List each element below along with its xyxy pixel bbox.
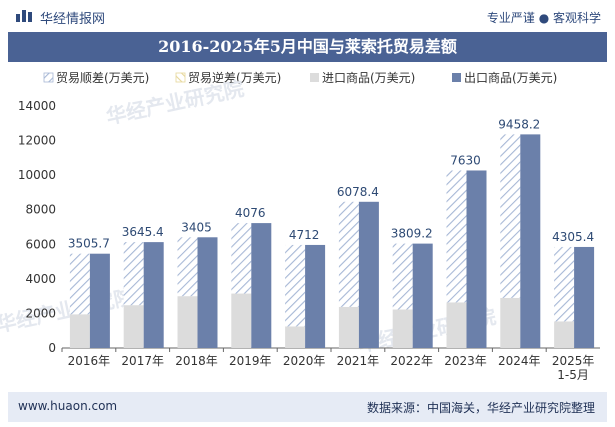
surplus-bar — [123, 242, 144, 306]
import-bar — [446, 302, 467, 348]
export-bar — [358, 201, 379, 348]
legend-item: 出口商品(万美元) — [452, 70, 557, 85]
watermark-text: 华经产业研究院 — [0, 284, 136, 337]
y-tick-label: 8000 — [25, 203, 56, 217]
title-bar: 2016-2025年5月中国与莱索托贸易差额 — [8, 32, 607, 62]
export-bar — [466, 170, 487, 348]
export-bar — [143, 242, 164, 348]
brand-name: 华经情报网 — [40, 12, 106, 27]
x-tick-label: 2021年 — [337, 354, 380, 368]
surplus-bar — [392, 243, 413, 310]
data-label: 4712 — [289, 228, 320, 242]
x-tick-label: 2016年 — [68, 354, 111, 368]
export-bar — [305, 244, 326, 348]
legend-swatch — [452, 73, 461, 82]
x-tick-label: 2019年 — [229, 354, 272, 368]
legend-swatch — [43, 72, 54, 83]
data-label: 9458.2 — [498, 117, 540, 131]
bar-chart: 贸易顺差(万美元) 贸易逆差(万美元) 进口商品(万美元) 出口商品(万美元) 华经产… — [0, 70, 600, 382]
data-label: 4076 — [235, 206, 266, 220]
import-bar — [69, 314, 90, 348]
legend-swatch — [175, 72, 186, 83]
top-bar: 华经情报网 专业严谨 ● 客观科学 — [0, 0, 615, 32]
logo-icon — [16, 10, 32, 22]
surplus-bar — [554, 246, 575, 322]
data-label: 3809.2 — [391, 227, 433, 241]
import-bar — [500, 297, 521, 348]
legend: 贸易顺差(万美元) 贸易逆差(万美元) 进口商品(万美元) 出口商品(万美元) — [43, 70, 557, 85]
x-tick-label: 2018年 — [175, 354, 218, 368]
surplus-bar — [285, 244, 306, 327]
surplus-bar — [231, 223, 252, 294]
y-tick-label: 4000 — [25, 272, 56, 286]
import-bar — [177, 296, 198, 348]
x-tick-label: 2025年 — [552, 354, 595, 368]
import-bar — [338, 306, 359, 348]
legend-label: 贸易顺差(万美元) — [56, 71, 149, 85]
chart-title: 2016-2025年5月中国与莱索托贸易差额 — [158, 37, 457, 56]
export-bar — [520, 134, 541, 348]
import-bar — [231, 293, 252, 348]
legend-swatch — [310, 73, 319, 82]
x-tick-label: 2024年 — [498, 354, 541, 368]
y-tick-label: 2000 — [25, 306, 56, 320]
import-bar — [392, 309, 413, 348]
y-tick-label: 0 — [48, 341, 56, 355]
export-bar — [412, 243, 433, 348]
data-label: 6078.4 — [337, 185, 379, 199]
legend-item: 贸易顺差(万美元) — [43, 71, 149, 85]
legend-item: 进口商品(万美元) — [310, 70, 415, 85]
data-label: 7630 — [450, 153, 481, 167]
data-source: 数据来源：中国海关，华经产业研究院整理 — [366, 401, 595, 415]
y-tick-label: 14000 — [18, 99, 56, 113]
surplus-bar — [177, 237, 198, 297]
surplus-bar — [69, 253, 90, 315]
import-bar — [123, 305, 144, 348]
y-tick-label: 12000 — [18, 134, 56, 148]
legend-label: 出口商品(万美元) — [464, 70, 557, 85]
export-bar — [89, 253, 110, 348]
site-url: www.huaon.com — [18, 399, 118, 413]
y-tick-label: 10000 — [18, 168, 56, 182]
x-tick-label: 2022年 — [390, 354, 433, 368]
x-tick-label: 2023年 — [444, 354, 487, 368]
x-tick-label: 2017年 — [121, 354, 164, 368]
data-labels: 3505.7 3645.4 3405 4076 4712 6078.4 3809.2 7630… — [68, 117, 594, 250]
import-bar — [285, 326, 306, 348]
surplus-bar — [446, 170, 467, 303]
legend-item: 贸易逆差(万美元) — [175, 70, 281, 85]
slogan: 专业严谨 ● 客观科学 — [486, 11, 601, 25]
data-label: 4305.4 — [552, 230, 594, 244]
x-tick-label: 1-5月 — [557, 368, 589, 382]
export-bar — [197, 237, 218, 348]
footer-bar: www.huaon.com 数据来源：中国海关，华经产业研究院整理 — [8, 392, 607, 422]
data-label: 3505.7 — [68, 237, 110, 251]
legend-label: 进口商品(万美元) — [322, 70, 415, 85]
bars — [69, 134, 595, 348]
surplus-bar — [338, 201, 359, 307]
export-bar — [574, 246, 595, 348]
export-bar — [251, 223, 272, 348]
data-label: 3405 — [181, 220, 212, 234]
import-bar — [554, 321, 575, 348]
surplus-bar — [500, 134, 521, 298]
x-tick-label: 2020年 — [283, 354, 326, 368]
legend-label: 贸易逆差(万美元) — [188, 70, 281, 85]
y-tick-label: 6000 — [25, 237, 56, 251]
data-label: 3645.4 — [122, 225, 164, 239]
